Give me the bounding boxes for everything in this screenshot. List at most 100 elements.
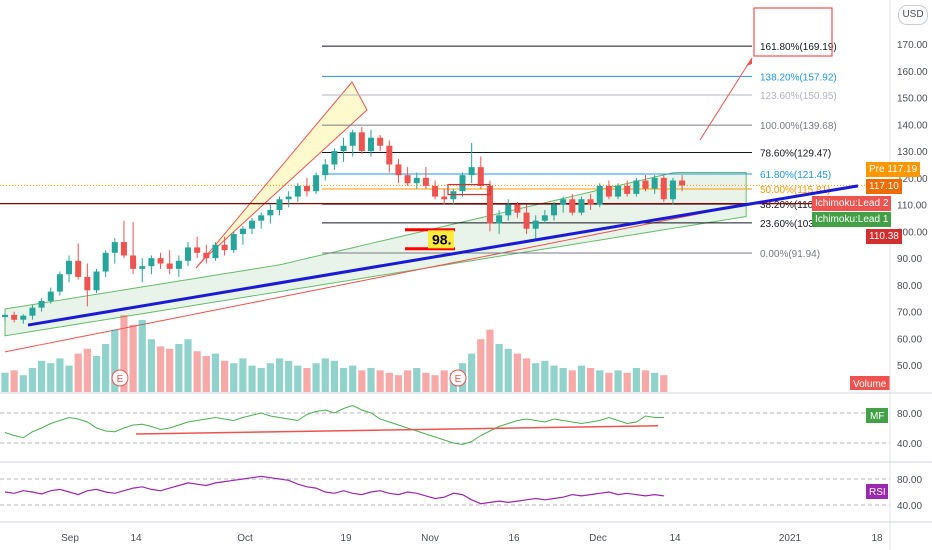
earnings-marker [111, 369, 129, 387]
volume-bar [38, 360, 46, 392]
volume-bar [577, 365, 586, 392]
volume-bar [605, 372, 613, 392]
volume-bar [477, 339, 485, 392]
y-tick-label: 130.00 [897, 147, 928, 158]
candle-body [486, 185, 493, 224]
candle-body [130, 255, 137, 269]
volume-bar [111, 329, 119, 392]
y-tick-label: 80.00 [897, 281, 922, 292]
volume-bar [422, 372, 430, 392]
volume-bar [651, 372, 659, 392]
candle-body [212, 244, 219, 259]
mf-y-tick: 40.00 [897, 439, 922, 450]
volume-bar [257, 368, 265, 392]
price-tag: Ichimoku:Lead 2 [812, 196, 892, 211]
candle-body [102, 252, 109, 272]
earnings-marker [449, 369, 467, 387]
support-trendline [27, 184, 859, 327]
earnings-label: E [455, 374, 462, 385]
x-tick-label: 19 [340, 533, 352, 544]
volume-bar [376, 370, 384, 392]
candle-body [340, 145, 347, 152]
x-tick-label: Nov [421, 533, 439, 544]
candle-body [285, 196, 292, 200]
candle-body [313, 175, 320, 192]
volume-bar [275, 358, 284, 392]
candle-body [276, 199, 283, 210]
volume-bar [413, 368, 421, 392]
candle-body [11, 314, 18, 320]
y-tick-label: 160.00 [897, 67, 928, 78]
volume-bar [65, 365, 73, 392]
volume-bar [230, 363, 238, 392]
annotation-badge [428, 230, 454, 249]
volume-bar [10, 370, 18, 392]
currency-button[interactable]: USD [898, 5, 928, 25]
rsi-tag: RSI [869, 487, 886, 498]
volume-bar [129, 324, 137, 392]
candle-body [523, 212, 530, 229]
candle-body [541, 215, 548, 221]
candle-body [514, 204, 521, 213]
candle-body [624, 185, 631, 194]
mf-trendline [135, 425, 659, 435]
candle-body [679, 180, 686, 186]
candle-body [322, 164, 329, 176]
volume-bar [28, 368, 37, 392]
candle-body [413, 177, 420, 184]
x-tick-label: 16 [508, 533, 520, 544]
earnings-label: E [117, 374, 124, 385]
annotation-text: 98. [432, 231, 451, 247]
volume-bar [385, 372, 393, 392]
volume-bar [285, 360, 293, 392]
candle-body [459, 175, 466, 192]
candle-body [441, 196, 448, 200]
volume-bar [349, 365, 357, 392]
candle-body [615, 185, 622, 197]
volume-bar [312, 363, 320, 392]
ichimoku-cloud [4, 171, 747, 337]
x-tick-label: Sep [61, 533, 79, 544]
volume-bar [486, 329, 494, 392]
fib-level-label: 0.00%(91.94) [760, 249, 820, 260]
y-tick-label: 120.00 [897, 174, 928, 185]
volume-bar [431, 375, 439, 392]
volume-tag-bg [850, 376, 890, 390]
candle-body [258, 215, 265, 221]
rsi-pane[interactable]: 80.00 40.00 RSI [0, 475, 922, 512]
volume-bar [358, 370, 366, 392]
y-tick-label: 150.00 [897, 94, 928, 105]
candle-body [331, 151, 338, 165]
x-tick-label: Dec [589, 533, 607, 544]
candle-body [111, 242, 118, 253]
candle-body [358, 132, 365, 152]
volume-bar [495, 344, 503, 392]
candle-body [239, 228, 246, 235]
volume-bar [211, 353, 220, 392]
candle-body [596, 185, 603, 205]
volume-bar [587, 368, 595, 392]
volume-bar [394, 375, 403, 392]
x-tick-label: 18 [871, 533, 883, 544]
volume-bar [568, 370, 576, 392]
candle-body [669, 180, 676, 200]
candle-body [47, 291, 54, 301]
fib-level-label: 38.20%(110.18) [760, 200, 830, 211]
mf-tag-bg [866, 408, 888, 423]
rsi-line [4, 475, 664, 505]
candle-body [377, 137, 384, 146]
volume-bar [614, 370, 622, 392]
candle-body [20, 315, 27, 320]
candle-body [651, 177, 658, 189]
rising-channel [195, 81, 368, 269]
price-pane[interactable]: 161.80%(169.19) 138.20%(157.92) 123.60%(15… [0, 7, 890, 392]
candle-body [569, 199, 576, 213]
volume-bar [74, 353, 82, 392]
volume-bar [623, 372, 631, 392]
volume-bar [1, 372, 9, 392]
mf-pane[interactable]: 80.00 40.00 MF [0, 404, 922, 451]
candle-body [532, 220, 539, 229]
volume-bar [166, 348, 174, 392]
x-tick-label: Oct [237, 533, 253, 544]
